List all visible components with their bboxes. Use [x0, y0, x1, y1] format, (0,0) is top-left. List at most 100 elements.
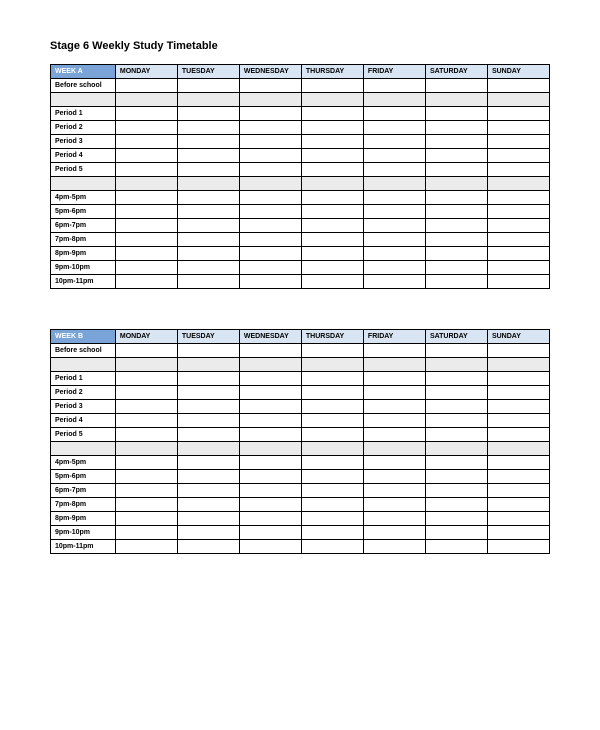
- cell: [177, 107, 239, 121]
- table-row: Period 1: [51, 107, 550, 121]
- day-header: SUNDAY: [487, 330, 549, 344]
- cell: [239, 540, 301, 554]
- row-label: Period 4: [51, 149, 116, 163]
- cell: [425, 498, 487, 512]
- cell: [115, 233, 177, 247]
- cell: [301, 79, 363, 93]
- cell: [115, 177, 177, 191]
- cell: [115, 372, 177, 386]
- header-row: WEEK BMONDAYTUESDAYWEDNESDAYTHURSDAYFRID…: [51, 330, 550, 344]
- table-row: 6pm-7pm: [51, 484, 550, 498]
- page-title: Stage 6 Weekly Study Timetable: [50, 40, 550, 52]
- cell: [301, 247, 363, 261]
- cell: [177, 442, 239, 456]
- cell: [239, 79, 301, 93]
- cell: [177, 233, 239, 247]
- cell: [487, 358, 549, 372]
- cell: [115, 121, 177, 135]
- cell: [363, 428, 425, 442]
- cell: [363, 456, 425, 470]
- table-row: [51, 358, 550, 372]
- cell: [487, 107, 549, 121]
- cell: [487, 219, 549, 233]
- cell: [487, 372, 549, 386]
- row-label: [51, 358, 116, 372]
- cell: [487, 386, 549, 400]
- cell: [115, 93, 177, 107]
- cell: [301, 233, 363, 247]
- cell: [487, 414, 549, 428]
- row-label: [51, 177, 116, 191]
- cell: [239, 275, 301, 289]
- row-label: 7pm-8pm: [51, 498, 116, 512]
- cell: [425, 107, 487, 121]
- cell: [363, 177, 425, 191]
- row-label: Period 4: [51, 414, 116, 428]
- cell: [115, 414, 177, 428]
- cell: [301, 400, 363, 414]
- cell: [239, 177, 301, 191]
- cell: [301, 442, 363, 456]
- table-row: 8pm-9pm: [51, 512, 550, 526]
- row-label: 9pm-10pm: [51, 261, 116, 275]
- cell: [177, 275, 239, 289]
- cell: [177, 414, 239, 428]
- day-header: WEDNESDAY: [239, 330, 301, 344]
- row-label: Period 3: [51, 135, 116, 149]
- table-row: Period 3: [51, 400, 550, 414]
- row-label: 10pm-11pm: [51, 275, 116, 289]
- cell: [177, 498, 239, 512]
- row-label: Period 5: [51, 428, 116, 442]
- row-label: [51, 93, 116, 107]
- cell: [363, 400, 425, 414]
- row-label: 8pm-9pm: [51, 247, 116, 261]
- cell: [115, 428, 177, 442]
- row-label: 5pm-6pm: [51, 470, 116, 484]
- day-header: SUNDAY: [487, 65, 549, 79]
- cell: [487, 247, 549, 261]
- cell: [177, 428, 239, 442]
- row-label: 5pm-6pm: [51, 205, 116, 219]
- cell: [239, 219, 301, 233]
- cell: [177, 79, 239, 93]
- cell: [363, 93, 425, 107]
- cell: [425, 149, 487, 163]
- cell: [115, 163, 177, 177]
- table-spacer: [50, 289, 550, 329]
- cell: [363, 107, 425, 121]
- cell: [425, 428, 487, 442]
- header-row: WEEK AMONDAYTUESDAYWEDNESDAYTHURSDAYFRID…: [51, 65, 550, 79]
- cell: [301, 344, 363, 358]
- cell: [425, 414, 487, 428]
- cell: [425, 79, 487, 93]
- table-row: 10pm-11pm: [51, 275, 550, 289]
- cell: [301, 107, 363, 121]
- cell: [425, 344, 487, 358]
- cell: [239, 107, 301, 121]
- cell: [363, 247, 425, 261]
- row-label: Period 5: [51, 163, 116, 177]
- table-row: Period 2: [51, 121, 550, 135]
- row-label: Period 2: [51, 121, 116, 135]
- cell: [425, 358, 487, 372]
- cell: [177, 456, 239, 470]
- cell: [239, 386, 301, 400]
- cell: [301, 484, 363, 498]
- cell: [115, 512, 177, 526]
- cell: [425, 540, 487, 554]
- cell: [363, 205, 425, 219]
- cell: [363, 470, 425, 484]
- cell: [487, 526, 549, 540]
- cell: [177, 205, 239, 219]
- row-label: Period 1: [51, 107, 116, 121]
- cell: [363, 344, 425, 358]
- cell: [301, 540, 363, 554]
- cell: [301, 456, 363, 470]
- cell: [363, 442, 425, 456]
- cell: [177, 93, 239, 107]
- cell: [239, 470, 301, 484]
- cell: [239, 428, 301, 442]
- cell: [487, 93, 549, 107]
- day-header: TUESDAY: [177, 65, 239, 79]
- cell: [425, 386, 487, 400]
